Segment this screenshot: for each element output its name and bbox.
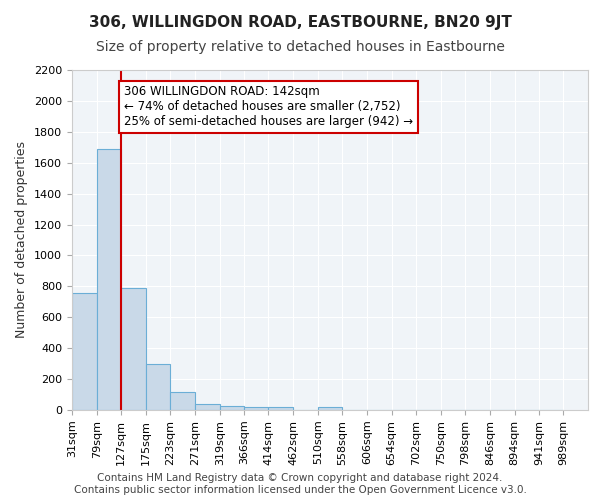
Bar xyxy=(195,404,220,410)
Bar xyxy=(97,149,121,410)
Bar xyxy=(317,407,343,410)
Text: Contains HM Land Registry data © Crown copyright and database right 2024.
Contai: Contains HM Land Registry data © Crown c… xyxy=(74,474,526,495)
Bar xyxy=(146,364,170,410)
Bar xyxy=(121,288,146,410)
Text: 306, WILLINGDON ROAD, EASTBOURNE, BN20 9JT: 306, WILLINGDON ROAD, EASTBOURNE, BN20 9… xyxy=(89,15,511,30)
Text: Size of property relative to detached houses in Eastbourne: Size of property relative to detached ho… xyxy=(95,40,505,54)
Bar xyxy=(170,392,195,410)
Bar xyxy=(220,406,244,410)
Bar xyxy=(244,407,268,410)
Text: 306 WILLINGDON ROAD: 142sqm
← 74% of detached houses are smaller (2,752)
25% of : 306 WILLINGDON ROAD: 142sqm ← 74% of det… xyxy=(124,86,413,128)
Bar xyxy=(268,407,293,410)
Bar xyxy=(72,292,97,410)
Y-axis label: Number of detached properties: Number of detached properties xyxy=(16,142,28,338)
